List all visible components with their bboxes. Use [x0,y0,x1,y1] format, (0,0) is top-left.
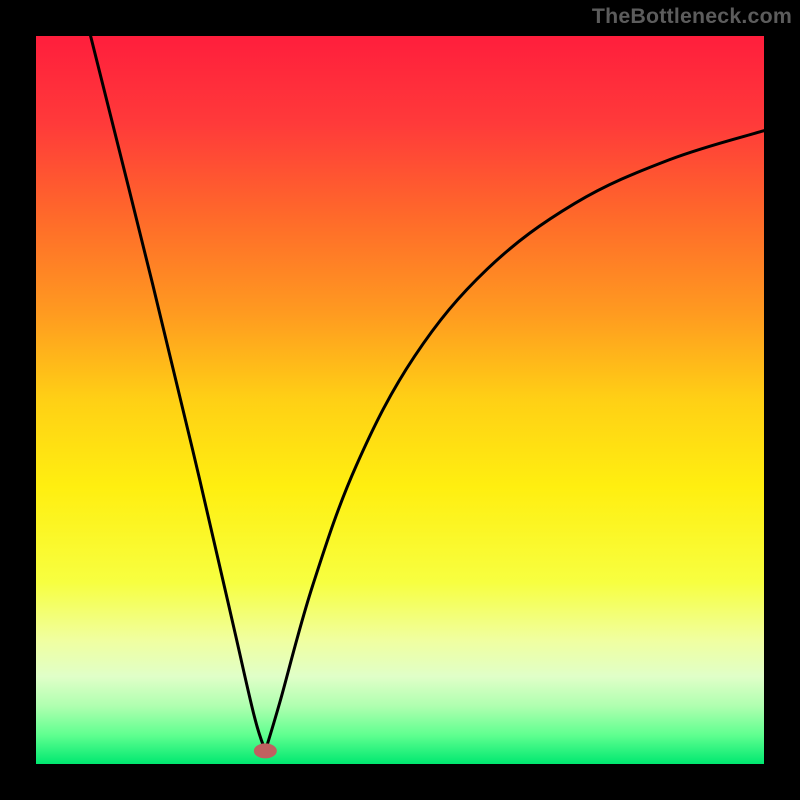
optimal-point-marker [254,744,276,758]
watermark-text: TheBottleneck.com [592,4,792,29]
bottleneck-chart [0,0,800,800]
plot-background [36,36,764,764]
chart-stage: TheBottleneck.com [0,0,800,800]
